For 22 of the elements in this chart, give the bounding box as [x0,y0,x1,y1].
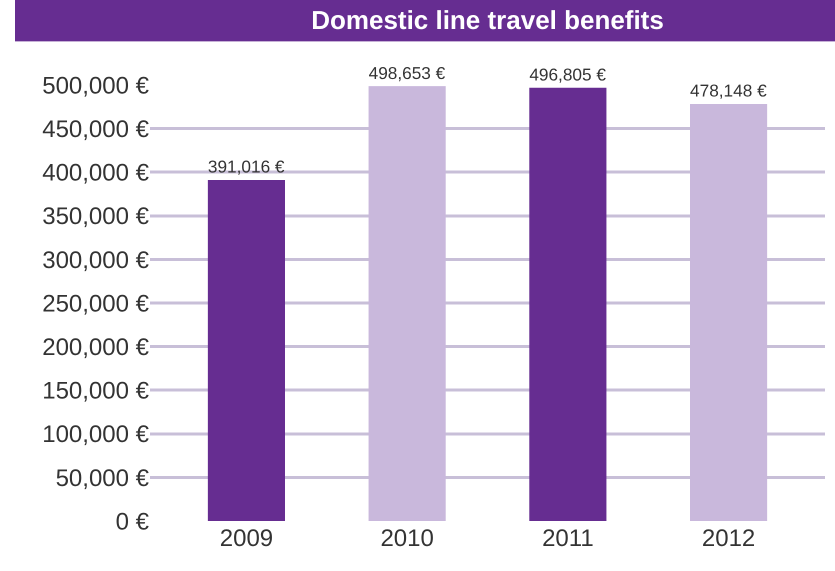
chart-title: Domestic line travel benefits [311,5,664,36]
y-tick-label: 300,000 € [42,246,150,274]
y-tick-label: 200,000 € [42,334,150,361]
x-tick-label: 2012 [702,525,756,552]
y-tick-label: 450,000 € [42,116,150,143]
y-tick-label: 100,000 € [42,421,150,448]
data-label: 496,805 € [529,64,606,84]
y-tick-label: 0 € [116,508,150,536]
x-tick-label: 2010 [380,525,434,552]
y-tick-label: 150,000 € [42,378,150,405]
y-tick-label: 500,000 € [42,72,150,100]
y-tick-label: 250,000 € [42,290,150,318]
bar [208,180,285,521]
data-label: 391,016 € [208,156,285,177]
x-tick-label: 2011 [542,525,594,552]
x-tick-label: 2009 [220,525,274,552]
y-tick-label: 400,000 € [42,160,150,187]
bar [529,88,606,521]
y-tick-label: 350,000 € [42,203,150,230]
data-label: 478,148 € [690,80,768,101]
y-tick-label: 50,000 € [56,464,150,492]
data-label: 498,653 € [368,62,446,83]
